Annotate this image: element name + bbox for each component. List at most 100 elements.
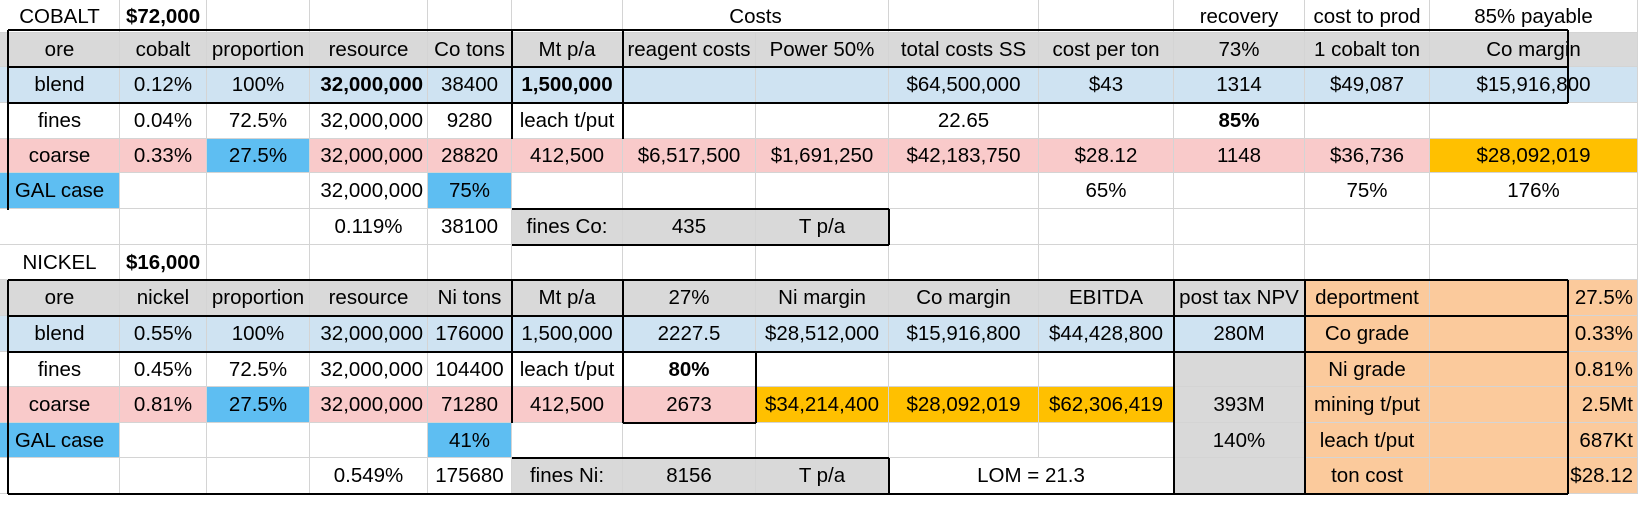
cell-r13-c10[interactable] [1174, 458, 1305, 494]
cell-r8-c0[interactable]: ore [0, 280, 120, 316]
cell-r7-c11[interactable] [1305, 245, 1430, 280]
cell-r11-c2[interactable]: 27.5% [207, 387, 310, 423]
cell-r6-c9[interactable] [1039, 209, 1174, 245]
cell-r2-c11[interactable]: $49,087 [1305, 67, 1430, 103]
cell-r2-c3[interactable]: 32,000,000 [310, 67, 428, 103]
cell-r6-c1[interactable] [120, 209, 207, 245]
cell-r7-c5[interactable] [512, 245, 623, 280]
cell-r7-c7[interactable] [756, 245, 889, 280]
cell-r6-c2[interactable] [207, 209, 310, 245]
cell-r0-c12[interactable]: 85% payable [1430, 0, 1638, 33]
cell-r12-c11[interactable]: leach t/put [1305, 423, 1430, 458]
cell-r13-c1[interactable] [120, 458, 207, 494]
cell-r12-c3[interactable] [310, 423, 428, 458]
cell-r7-c1[interactable]: $16,000 [120, 245, 207, 280]
cell-r10-c3[interactable]: 32,000,000 [310, 352, 428, 387]
cell-r2-c0[interactable]: blend [0, 67, 120, 103]
cell-r4-c11[interactable]: $36,736 [1305, 139, 1430, 173]
cell-r4-c1[interactable]: 0.33% [120, 139, 207, 173]
cell-r8-c7[interactable]: Ni margin [756, 280, 889, 316]
cell-r9-c10[interactable]: 280M [1174, 316, 1305, 352]
cell-r5-c1[interactable] [120, 173, 207, 209]
cell-r10-c0[interactable]: fines [0, 352, 120, 387]
cell-r7-c6[interactable] [623, 245, 756, 280]
cell-r12-c1[interactable] [120, 423, 207, 458]
cell-r13-c11[interactable]: ton cost [1305, 458, 1430, 494]
cell-r10-c1[interactable]: 0.45% [120, 352, 207, 387]
cell-r4-c2[interactable]: 27.5% [207, 139, 310, 173]
cell-r11-c11[interactable]: mining t/put [1305, 387, 1430, 423]
cell-r4-c8[interactable]: $42,183,750 [889, 139, 1039, 173]
cell-r10-c5[interactable]: leach t/put [512, 352, 623, 387]
cell-r11-c3[interactable]: 32,000,000 [310, 387, 428, 423]
cell-r6-c3[interactable]: 0.119% [310, 209, 428, 245]
cell-r11-c0[interactable]: coarse [0, 387, 120, 423]
cell-r13-c0[interactable] [0, 458, 120, 494]
cell-r8-c1[interactable]: nickel [120, 280, 207, 316]
cell-r6-c11[interactable] [1305, 209, 1430, 245]
cell-r9-c8[interactable]: $15,916,800 [889, 316, 1039, 352]
cell-r2-c10[interactable]: 1314 [1174, 67, 1305, 103]
cell-r4-c12[interactable]: $28,092,019 [1430, 139, 1638, 173]
cell-r8-c2[interactable]: proportion [207, 280, 310, 316]
cell-r0-c8[interactable] [889, 0, 1039, 33]
cell-r0-c9[interactable] [1039, 0, 1174, 33]
cell-r8-c3[interactable]: resource [310, 280, 428, 316]
cell-r12-c2[interactable] [207, 423, 310, 458]
cell-r4-c6[interactable]: $6,517,500 [623, 139, 756, 173]
cell-r12-c4[interactable]: 41% [428, 423, 512, 458]
cell-r0-c4[interactable] [428, 0, 512, 33]
cell-r12-c12[interactable]: 687Kt [1430, 423, 1638, 458]
cell-r1-c4[interactable]: Co tons [428, 33, 512, 67]
cell-r5-c9[interactable]: 65% [1039, 173, 1174, 209]
cell-r6-c5[interactable]: fines Co: [512, 209, 623, 245]
cell-r3-c2[interactable]: 72.5% [207, 103, 310, 139]
cell-r5-c5[interactable] [512, 173, 623, 209]
cell-r10-c11[interactable]: Ni grade [1305, 352, 1430, 387]
cell-r8-c9[interactable]: EBITDA [1039, 280, 1174, 316]
cell-r2-c5[interactable]: 1,500,000 [512, 67, 623, 103]
cell-r11-c6[interactable]: 2673 [623, 387, 756, 423]
cell-r5-c4[interactable]: 75% [428, 173, 512, 209]
cell-r1-c0[interactable]: ore [0, 33, 120, 67]
cell-r6-c6[interactable]: 435 [623, 209, 756, 245]
cell-r7-c8[interactable] [889, 245, 1039, 280]
cell-r9-c2[interactable]: 100% [207, 316, 310, 352]
cell-r12-c8[interactable] [889, 423, 1039, 458]
cell-r11-c10[interactable]: 393M [1174, 387, 1305, 423]
cell-r9-c11[interactable]: Co grade [1305, 316, 1430, 352]
cell-r9-c0[interactable]: blend [0, 316, 120, 352]
cell-r2-c4[interactable]: 38400 [428, 67, 512, 103]
cell-r9-c9[interactable]: $44,428,800 [1039, 316, 1174, 352]
cell-r11-c12[interactable]: 2.5Mt [1430, 387, 1638, 423]
cell-r7-c3[interactable] [310, 245, 428, 280]
cell-r1-c8[interactable]: total costs SS [889, 33, 1039, 67]
cell-r5-c11[interactable]: 75% [1305, 173, 1430, 209]
cell-r3-c1[interactable]: 0.04% [120, 103, 207, 139]
cell-r11-c1[interactable]: 0.81% [120, 387, 207, 423]
cell-r8-c5[interactable]: Mt p/a [512, 280, 623, 316]
cell-r9-c4[interactable]: 176000 [428, 316, 512, 352]
cell-r13-c6[interactable]: 8156 [623, 458, 756, 494]
cell-r11-c7[interactable]: $34,214,400 [756, 387, 889, 423]
cell-r11-c8[interactable]: $28,092,019 [889, 387, 1039, 423]
cell-r12-c5[interactable] [512, 423, 623, 458]
cell-r3-c11[interactable] [1305, 103, 1430, 139]
cell-r10-c6[interactable]: 80% [623, 352, 756, 387]
cell-r12-c0[interactable]: GAL case [0, 423, 120, 458]
cell-r6-c4[interactable]: 38100 [428, 209, 512, 245]
cell-r0-c5[interactable] [512, 0, 623, 33]
cell-r4-c7[interactable]: $1,691,250 [756, 139, 889, 173]
cell-r6-c12[interactable] [1430, 209, 1638, 245]
cell-r13-c12[interactable]: $28.12 [1430, 458, 1638, 494]
cell-r12-c7[interactable] [756, 423, 889, 458]
cell-r7-c0[interactable]: NICKEL [0, 245, 120, 280]
cell-r9-c5[interactable]: 1,500,000 [512, 316, 623, 352]
cell-r4-c4[interactable]: 28820 [428, 139, 512, 173]
cell-r5-c12[interactable]: 176% [1430, 173, 1638, 209]
cell-r7-c2[interactable] [207, 245, 310, 280]
cell-r1-c9[interactable]: cost per ton [1039, 33, 1174, 67]
cell-r9-c12[interactable]: 0.33% [1430, 316, 1638, 352]
cell-r10-c4[interactable]: 104400 [428, 352, 512, 387]
cell-r8-c6[interactable]: 27% [623, 280, 756, 316]
